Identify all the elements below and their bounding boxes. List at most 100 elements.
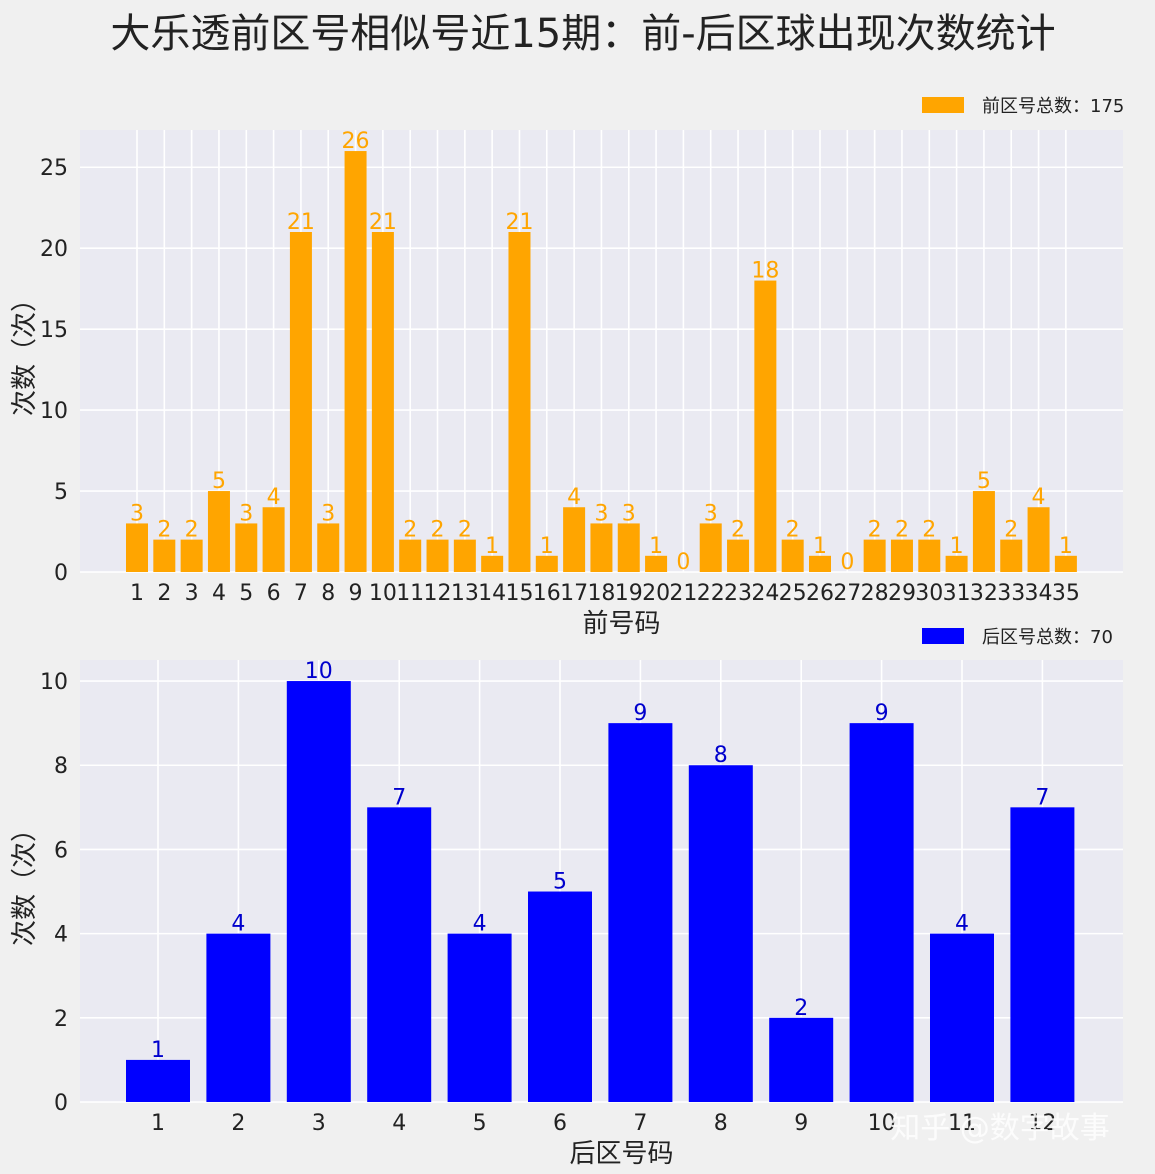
front-bar-10 [371, 232, 394, 572]
front-bar-2 [153, 539, 176, 572]
front-value-label-15: 21 [505, 210, 533, 235]
back-x-tick-label-10: 10 [868, 1111, 896, 1136]
front-legend-label: 前区号总数：175 [982, 96, 1124, 117]
front-value-label-26: 1 [813, 534, 827, 559]
front-value-label-1: 3 [130, 501, 144, 526]
front-x-tick-label-1: 1 [130, 581, 144, 606]
front-bar-6 [262, 507, 285, 572]
front-x-tick-label-15: 15 [505, 581, 533, 606]
front-value-label-18: 3 [594, 501, 608, 526]
front-bar-9 [344, 151, 367, 573]
back-bar-2 [206, 933, 271, 1102]
front-x-tick-label-11: 11 [396, 581, 424, 606]
back-bar-5 [447, 933, 512, 1102]
back-y-tick-label: 2 [54, 1007, 68, 1032]
front-bar-25 [781, 539, 804, 572]
front-bar-8 [317, 523, 340, 572]
back-value-label-8: 8 [714, 743, 728, 768]
front-x-tick-label-30: 30 [915, 581, 943, 606]
front-bar-22 [699, 523, 722, 572]
front-value-label-21: 0 [676, 550, 690, 575]
front-x-tick-label-28: 28 [861, 581, 889, 606]
back-y-tick-label: 6 [54, 838, 68, 863]
back-bar-9 [769, 1017, 834, 1102]
front-x-tick-label-9: 9 [349, 581, 363, 606]
front-bar-32 [972, 491, 995, 572]
front-bar-35 [1054, 555, 1077, 572]
front-value-label-8: 3 [321, 501, 335, 526]
front-value-label-29: 2 [895, 518, 909, 543]
back-y-tick-label: 0 [54, 1091, 68, 1116]
front-bar-7 [289, 232, 312, 572]
watermark-text: 知乎 @数字故事 [890, 1111, 1110, 1146]
front-x-tick-label-27: 27 [833, 581, 861, 606]
front-value-label-6: 4 [267, 485, 281, 510]
back-value-label-12: 7 [1035, 785, 1049, 810]
back-x-tick-label-12: 12 [1028, 1111, 1056, 1136]
back-value-label-7: 9 [633, 701, 647, 726]
front-x-tick-label-26: 26 [806, 581, 834, 606]
front-bar-19 [617, 523, 640, 572]
front-x-tick-label-24: 24 [751, 581, 779, 606]
back-value-label-4: 7 [392, 785, 406, 810]
front-x-tick-label-4: 4 [212, 581, 226, 606]
back-x-tick-label-4: 4 [392, 1111, 406, 1136]
front-bar-5 [235, 523, 258, 572]
back-bar-1 [126, 1059, 190, 1102]
front-y-tick-label: 20 [40, 237, 68, 262]
front-bar-3 [180, 539, 203, 572]
back-value-label-6: 5 [553, 870, 567, 895]
front-value-label-27: 0 [840, 550, 854, 575]
front-bar-28 [863, 539, 886, 572]
front-bar-14 [481, 555, 504, 572]
front-x-axis-label: 前号码 [582, 609, 660, 639]
front-value-label-32: 5 [977, 469, 991, 494]
back-value-label-9: 2 [794, 996, 808, 1021]
front-x-tick-label-20: 20 [642, 581, 670, 606]
front-bar-24 [754, 280, 777, 572]
back-x-tick-label-1: 1 [151, 1111, 165, 1136]
front-x-tick-label-16: 16 [533, 581, 561, 606]
front-y-tick-label: 5 [54, 480, 68, 505]
front-x-tick-label-21: 21 [669, 581, 697, 606]
back-legend-swatch [922, 628, 964, 644]
front-x-tick-label-6: 6 [267, 581, 281, 606]
front-y-tick-label: 15 [40, 318, 68, 343]
back-x-tick-label-8: 8 [714, 1111, 728, 1136]
front-bar-34 [1027, 507, 1050, 572]
front-x-tick-label-18: 18 [587, 581, 615, 606]
back-x-tick-label-7: 7 [633, 1111, 647, 1136]
back-legend-label: 后区号总数：70 [982, 627, 1113, 648]
front-x-tick-label-33: 33 [997, 581, 1025, 606]
front-bar-33 [1000, 539, 1023, 572]
front-value-label-11: 2 [403, 518, 417, 543]
front-x-tick-label-22: 22 [697, 581, 725, 606]
front-x-tick-label-12: 12 [424, 581, 452, 606]
front-value-label-35: 1 [1059, 534, 1073, 559]
front-x-tick-label-17: 17 [560, 581, 588, 606]
front-value-label-30: 2 [922, 518, 936, 543]
front-bar-12 [426, 539, 449, 572]
back-y-tick-label: 10 [40, 670, 68, 695]
back-bar-6 [528, 891, 592, 1102]
back-bar-4 [367, 807, 432, 1102]
front-bar-11 [399, 539, 422, 572]
front-x-tick-label-34: 34 [1025, 581, 1053, 606]
back-bar-10 [849, 723, 914, 1102]
front-value-label-16: 1 [540, 534, 554, 559]
front-value-label-9: 26 [342, 129, 370, 154]
front-bar-16 [535, 555, 558, 572]
back-bar-8 [688, 765, 753, 1102]
front-x-tick-label-5: 5 [239, 581, 253, 606]
front-value-label-34: 4 [1032, 485, 1046, 510]
front-bar-23 [727, 539, 750, 572]
chart-title: 大乐透前区号相似号近15期：前-后区球出现次数统计 [110, 11, 1055, 57]
front-x-tick-label-25: 25 [779, 581, 807, 606]
front-bar-26 [809, 555, 831, 572]
back-x-axis-label: 后区号码 [569, 1139, 673, 1169]
front-x-tick-label-7: 7 [294, 581, 308, 606]
back-value-label-5: 4 [473, 912, 487, 937]
front-value-label-19: 3 [622, 501, 636, 526]
back-x-tick-label-6: 6 [553, 1111, 567, 1136]
